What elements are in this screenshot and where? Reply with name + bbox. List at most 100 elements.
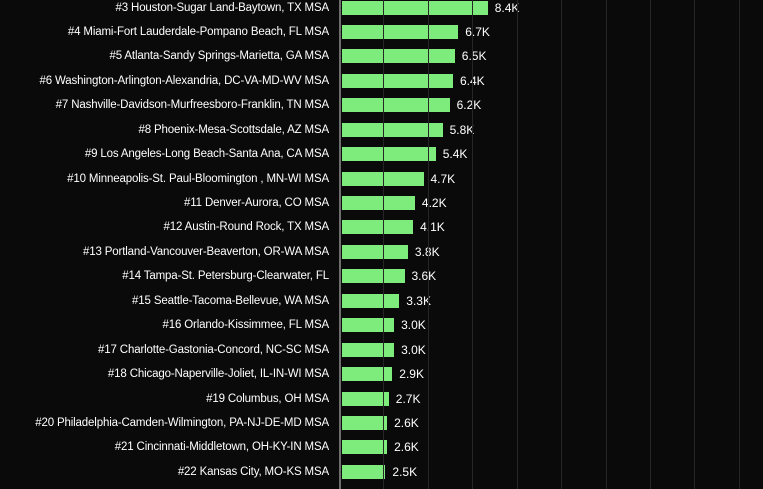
chart-row: #8 Phoenix-Mesa-Scottsdale, AZ MSA 5.8K [0, 118, 763, 142]
value-label: 4.1K [420, 220, 445, 235]
value-label: 2.6K [394, 440, 419, 455]
chart-row: #11 Denver-Aurora, CO MSA 4.2K [0, 191, 763, 215]
row-plot-area: 3.3K [340, 289, 763, 313]
value-label: 8.4K [494, 0, 520, 15]
bar[interactable] [342, 73, 453, 88]
bar[interactable] [342, 49, 455, 64]
value-label: 3.8K [415, 245, 440, 259]
category-label: #18 Chicago-Naperville-Joliet, IL-IN-WI … [107, 368, 329, 381]
row-plot-area: 4.1K [340, 215, 763, 239]
gridline [739, 0, 740, 489]
chart-row: #17 Charlotte-Gastonia-Concord, NC-SC MS… [0, 337, 763, 361]
value-label: 3.6K [411, 269, 437, 284]
row-plot-area: 5.4K [340, 142, 763, 166]
category-label: #7 Nashville-Davidson-Murfreesboro-Frank… [55, 99, 329, 112]
chart-row: #12 Austin-Round Rock, TX MSA 4.1K [0, 215, 763, 239]
row-plot-area: 8.4K [340, 0, 763, 20]
category-label: #12 Austin-Round Rock, TX MSA [163, 221, 330, 234]
value-label: 6.5K [461, 49, 487, 64]
chart-row: #14 Tampa-St. Petersburg-Clearwater, FL … [0, 264, 763, 288]
row-plot-area: 4.7K [340, 166, 763, 190]
bar[interactable] [342, 0, 488, 15]
category-label: #11 Denver-Aurora, CO MSA [184, 197, 329, 210]
bar[interactable] [342, 196, 415, 211]
chart-row: #3 Houston-Sugar Land-Baytown, TX MSA 8.… [0, 0, 763, 20]
chart-row: #9 Los Angeles-Long Beach-Santa Ana, CA … [0, 142, 763, 166]
bar[interactable] [342, 440, 388, 455]
row-plot-area: 2.9K [340, 362, 763, 386]
category-label: #17 Charlotte-Gastonia-Concord, NC-SC MS… [98, 343, 329, 356]
category-label: #16 Orlando-Kissimmee, FL MSA [162, 319, 329, 332]
y-axis-line [339, 0, 341, 489]
row-plot-area: 3.0K [340, 337, 763, 361]
chart-row: #4 Miami-Fort Lauderdale-Pompano Beach, … [0, 20, 763, 44]
value-label: 5.8K [449, 122, 475, 137]
category-label: #5 Atlanta-Sandy Springs-Marietta, GA MS… [109, 50, 330, 63]
category-label: #15 Seattle-Tacoma-Bellevue, WA MSA [132, 294, 329, 307]
category-label: #9 Los Angeles-Long Beach-Santa Ana, CA … [84, 148, 329, 161]
row-plot-area: 6.2K [340, 93, 763, 117]
value-label: 2.9K [399, 367, 424, 382]
category-label: #14 Tampa-St. Petersburg-Clearwater, FL [122, 270, 329, 283]
chart-row: #15 Seattle-Tacoma-Bellevue, WA MSA 3.3K [0, 289, 763, 313]
row-plot-area: 5.8K [340, 118, 763, 142]
bar[interactable] [342, 171, 424, 186]
chart-row: #6 Washington-Arlington-Alexandria, DC-V… [0, 69, 763, 93]
row-plot-area: 6.7K [340, 20, 763, 44]
value-label: 4.2K [421, 196, 447, 211]
category-label: #22 Kansas City, MO-KS MSA [177, 465, 329, 478]
row-plot-area: 6.5K [340, 44, 763, 68]
value-label: 2.5K [392, 464, 418, 479]
bar[interactable] [342, 415, 388, 430]
chart-row: #13 Portland-Vancouver-Beaverton, OR-WA … [0, 240, 763, 264]
row-plot-area: 6.4K [340, 69, 763, 93]
category-label: #10 Minneapolis-St. Paul-Bloomington , M… [67, 172, 329, 185]
row-plot-area: 2.7K [340, 386, 763, 410]
category-label: #20 Philadelphia-Camden-Wilmington, PA-N… [35, 416, 329, 429]
bar[interactable] [342, 318, 395, 333]
bar[interactable] [342, 122, 443, 137]
bar[interactable] [342, 220, 414, 235]
row-plot-area: 3.8K [340, 240, 763, 264]
bar[interactable] [342, 342, 395, 357]
chart-row: #19 Columbus, OH MSA 2.7K [0, 386, 763, 410]
chart-row: #5 Atlanta-Sandy Springs-Marietta, GA MS… [0, 44, 763, 68]
gridline [650, 0, 651, 489]
chart-row: #21 Cincinnati-Middletown, OH-KY-IN MSA … [0, 435, 763, 459]
gridline [606, 0, 607, 489]
bar[interactable] [342, 391, 389, 406]
bar[interactable] [342, 24, 459, 39]
gridline [561, 0, 562, 489]
value-label: 6.2K [456, 98, 482, 113]
bar[interactable] [342, 367, 393, 382]
value-label: 2.6K [394, 415, 419, 430]
chart-row: #18 Chicago-Naperville-Joliet, IL-IN-WI … [0, 362, 763, 386]
category-label: #13 Portland-Vancouver-Beaverton, OR-WA … [82, 245, 329, 258]
row-plot-area: 2.6K [340, 435, 763, 459]
category-label: #21 Cincinnati-Middletown, OH-KY-IN MSA [114, 441, 329, 454]
category-label: #4 Miami-Fort Lauderdale-Pompano Beach, … [67, 25, 329, 38]
value-label: 3.3K [406, 293, 431, 308]
bar[interactable] [342, 98, 450, 113]
chart-row: #20 Philadelphia-Camden-Wilmington, PA-N… [0, 411, 763, 435]
chart-row: #16 Orlando-Kissimmee, FL MSA 3.0K [0, 313, 763, 337]
category-label: #8 Phoenix-Mesa-Scottsdale, AZ MSA [138, 123, 330, 136]
chart-row: #22 Kansas City, MO-KS MSA 2.5K [0, 460, 763, 484]
value-label: 3.0K [401, 342, 426, 357]
value-label: 4.7K [430, 171, 456, 186]
category-label: #6 Washington-Arlington-Alexandria, DC-V… [39, 74, 329, 87]
bar[interactable] [342, 269, 405, 284]
category-label: #3 Houston-Sugar Land-Baytown, TX MSA [115, 1, 330, 14]
bar[interactable] [342, 464, 386, 479]
gridline [383, 0, 384, 489]
row-plot-area: 4.2K [340, 191, 763, 215]
gridline [694, 0, 695, 489]
chart-row: #7 Nashville-Davidson-Murfreesboro-Frank… [0, 93, 763, 117]
bar[interactable] [342, 293, 400, 308]
gridline [472, 0, 473, 489]
bar[interactable] [342, 147, 436, 162]
value-label: 2.7K [395, 391, 421, 406]
bar[interactable] [342, 244, 408, 259]
